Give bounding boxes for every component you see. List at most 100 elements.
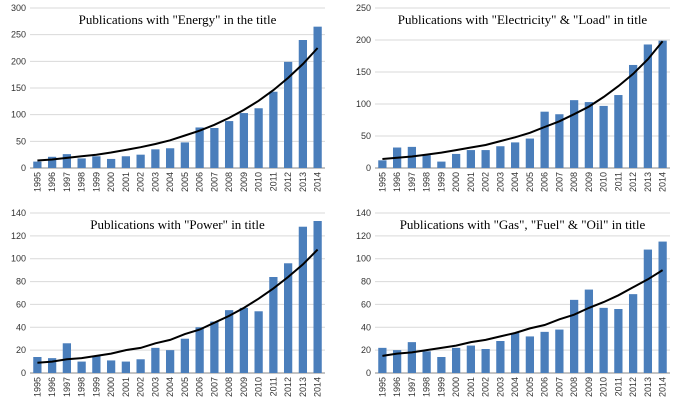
x-tick-label: 2010: [599, 172, 609, 192]
bar: [378, 160, 387, 168]
x-tick-label: 2014: [658, 172, 668, 192]
y-tick-label: 120: [11, 231, 26, 241]
bar: [313, 26, 322, 168]
x-tick-label: 2009: [239, 172, 249, 192]
x-tick-label: 2009: [584, 172, 594, 192]
bar: [47, 358, 57, 373]
x-tick-label: 2014: [313, 377, 323, 397]
bar: [298, 226, 308, 373]
bar: [269, 277, 278, 373]
x-tick-label: 2000: [106, 172, 116, 192]
chart-title: Publications with "Gas", "Fuel" & "Oil" …: [400, 217, 646, 232]
bar: [106, 360, 116, 373]
y-tick-label: 140: [11, 208, 26, 218]
x-tick-label: 2000: [106, 377, 116, 397]
x-tick-label: 1996: [47, 377, 57, 397]
x-tick-label: 2003: [150, 377, 160, 397]
x-tick-label: 2003: [150, 172, 160, 192]
x-tick-label: 2005: [525, 377, 535, 397]
x-tick-label: 2002: [481, 377, 491, 397]
x-tick-label: 1995: [377, 172, 387, 192]
bar: [62, 343, 72, 373]
chart-title: Publications with "Power" in title: [90, 217, 265, 232]
y-tick-label: 100: [356, 254, 371, 264]
x-tick-label: 2002: [481, 172, 491, 192]
bar: [407, 342, 417, 373]
bar: [437, 357, 446, 373]
x-tick-label: 2010: [254, 172, 264, 192]
bar: [151, 347, 160, 373]
x-tick-label: 1997: [407, 172, 417, 192]
x-tick-label: 1997: [407, 377, 417, 397]
bar: [481, 349, 490, 373]
y-tick-label: 200: [356, 35, 371, 45]
trend-line: [37, 47, 319, 162]
bar: [481, 150, 490, 168]
y-tick-label: 80: [361, 277, 371, 287]
chart-title: Publications with "Energy" in the title: [79, 12, 277, 27]
bar: [525, 336, 535, 373]
x-tick-label: 2004: [510, 377, 520, 397]
bar: [165, 148, 175, 168]
x-tick-label: 1999: [91, 172, 101, 192]
bar: [92, 156, 101, 168]
y-tick-label: 20: [361, 345, 371, 355]
x-tick-label: 2012: [628, 172, 638, 192]
bar: [151, 149, 160, 168]
bar: [569, 299, 579, 373]
x-tick-label: 1998: [422, 377, 432, 397]
x-tick-label: 2011: [268, 377, 278, 396]
y-tick-label: 0: [21, 163, 26, 173]
trend-line: [382, 269, 664, 357]
x-tick-label: 2001: [466, 172, 476, 192]
y-tick-label: 250: [11, 30, 26, 40]
bar: [195, 127, 204, 168]
y-tick-label: 60: [361, 299, 371, 309]
y-tick-label: 150: [356, 67, 371, 77]
bar: [584, 102, 594, 168]
bar: [392, 350, 402, 373]
bar: [599, 307, 608, 373]
y-tick-label: 200: [11, 56, 26, 66]
x-tick-label: 2012: [283, 377, 293, 397]
x-tick-label: 1997: [62, 377, 72, 397]
bar: [121, 361, 131, 373]
x-tick-label: 2005: [525, 172, 535, 192]
x-tick-label: 2014: [313, 172, 323, 192]
bar: [643, 44, 653, 169]
y-tick-label: 150: [11, 83, 26, 93]
bar: [210, 128, 219, 168]
bar: [510, 333, 520, 373]
bar: [628, 294, 638, 373]
x-tick-label: 1998: [422, 172, 432, 192]
y-tick-label: 100: [356, 99, 371, 109]
x-tick-label: 1996: [392, 377, 402, 397]
x-tick-label: 1995: [32, 377, 42, 397]
bar: [47, 156, 57, 168]
bar: [254, 311, 263, 373]
bar: [239, 113, 249, 168]
bar: [643, 249, 653, 373]
bar: [614, 95, 623, 168]
x-tick-label: 2001: [466, 377, 476, 397]
x-tick-label: 2000: [451, 377, 461, 397]
x-tick-label: 2011: [268, 172, 278, 191]
bar: [628, 64, 638, 168]
bar: [92, 355, 101, 373]
x-tick-label: 2012: [283, 172, 293, 192]
bar: [283, 263, 293, 373]
x-tick-label: 2013: [298, 172, 308, 192]
bar: [136, 154, 145, 168]
bar: [614, 309, 623, 373]
bar: [555, 329, 564, 373]
bar: [584, 289, 594, 373]
bar: [165, 350, 175, 373]
x-tick-label: 2007: [209, 172, 219, 192]
bar: [33, 161, 42, 168]
bar: [121, 156, 131, 168]
bar: [451, 347, 461, 373]
bar: [180, 338, 190, 373]
x-tick-label: 1999: [436, 172, 446, 192]
bar: [437, 161, 446, 168]
